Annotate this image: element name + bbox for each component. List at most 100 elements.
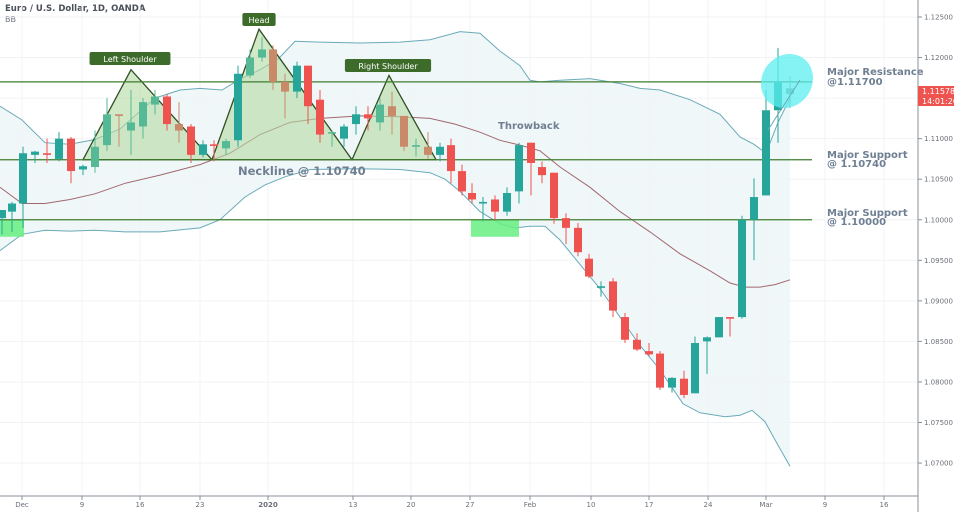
major-support-2-label-line1: Major Support — [827, 208, 908, 219]
candle — [550, 172, 558, 224]
time-tick-label: 20 — [407, 501, 416, 509]
candle — [515, 142, 523, 204]
candle — [468, 183, 476, 204]
time-tick-label: 16 — [136, 501, 145, 509]
candle — [400, 115, 408, 151]
time-tick-label: 9 — [80, 501, 84, 509]
candle — [163, 94, 171, 131]
time-tick-label: 24 — [704, 501, 713, 509]
time-tick-label: 9 — [823, 501, 827, 509]
candle — [328, 130, 336, 147]
candle — [538, 161, 546, 184]
last-price-value: 1.11578 — [922, 87, 954, 96]
candle — [340, 124, 348, 147]
svg-text:Head: Head — [249, 16, 270, 25]
candle — [527, 142, 535, 196]
candle — [609, 278, 617, 318]
price-axis[interactable]: 1.125001.120001.115001.110001.105001.100… — [918, 14, 953, 468]
candle — [258, 37, 266, 62]
candle — [79, 164, 87, 176]
right-shoulder-label: Right Shoulder — [344, 59, 432, 72]
time-tick-label: Mar — [759, 501, 772, 509]
candle — [0, 210, 6, 235]
candle — [436, 142, 444, 162]
throwback-label: Throwback — [498, 121, 560, 132]
indicator-label-bb[interactable]: BB — [5, 15, 16, 24]
pattern-labels: Left Shoulder Head Right Shoulder — [89, 13, 432, 72]
candle — [376, 98, 384, 131]
time-tick-label: 10 — [587, 501, 596, 509]
candle — [234, 65, 242, 147]
candle — [562, 213, 570, 245]
time-tick-label: 16 — [880, 501, 889, 509]
candle — [388, 91, 396, 135]
candle — [691, 336, 699, 394]
candle — [458, 164, 466, 196]
time-tick-label: Feb — [524, 501, 537, 509]
price-tick-label: 1.10500 — [924, 176, 953, 184]
svg-text:Right Shoulder: Right Shoulder — [358, 62, 418, 71]
major-resistance-label-line1: Major Resistance — [827, 67, 924, 78]
candle — [210, 140, 218, 162]
candle — [621, 313, 629, 344]
candle — [703, 336, 711, 374]
candle — [127, 89, 135, 155]
candle — [115, 114, 123, 147]
candle — [503, 187, 511, 216]
major-resistance-label-line2: @1.11700 — [827, 77, 883, 88]
candle — [412, 138, 420, 157]
horizontal-levels — [0, 81, 812, 221]
candle-countdown: 14:01:20 — [922, 97, 954, 106]
resistance-highlight-ellipse — [760, 53, 814, 131]
candle — [281, 73, 289, 119]
candle — [715, 317, 723, 338]
candle — [31, 150, 39, 163]
candle — [762, 89, 770, 196]
candle — [597, 281, 605, 297]
candle — [352, 106, 360, 135]
candle — [151, 89, 159, 115]
candle — [656, 351, 664, 391]
support-zone-throwback — [471, 219, 519, 237]
time-tick-label: Dec — [15, 501, 29, 509]
resistance-test-highlight — [760, 53, 814, 109]
candle — [479, 197, 487, 222]
candle — [750, 178, 758, 261]
candle — [187, 124, 195, 163]
price-tick-label: 1.07500 — [924, 419, 953, 427]
price-tick-label: 1.12000 — [924, 54, 953, 62]
candle — [316, 89, 324, 143]
price-tick-label: 1.10000 — [924, 216, 953, 224]
svg-text:Left Shoulder: Left Shoulder — [103, 55, 157, 64]
candle — [139, 98, 147, 139]
price-tick-label: 1.07000 — [924, 460, 953, 468]
price-tick-label: 1.11000 — [924, 135, 953, 143]
price-tick-label: 1.08000 — [924, 378, 953, 386]
candle — [585, 253, 593, 279]
candle — [633, 333, 641, 352]
price-tick-label: 1.09500 — [924, 257, 953, 265]
candlesticks — [0, 37, 794, 399]
candle — [246, 49, 254, 78]
last-price-tag: 1.11578 14:01:20 — [918, 86, 954, 106]
candle — [269, 45, 277, 90]
candle — [645, 343, 653, 356]
price-tick-label: 1.08500 — [924, 338, 953, 346]
time-tick-label: 13 — [349, 501, 358, 509]
time-axis[interactable]: Dec 9 16 23 2020 13 20 27 Feb 10 17 24 Mar 9 16 — [15, 496, 889, 509]
time-tick-label: 27 — [466, 501, 475, 509]
candle — [668, 377, 676, 393]
candle — [293, 61, 301, 99]
candle — [726, 317, 734, 337]
candle — [67, 137, 75, 184]
major-support-2-label-line2: @ 1.10000 — [827, 217, 886, 228]
time-tick-label: 2020 — [258, 501, 278, 509]
candle — [424, 132, 432, 159]
time-tick-label: 23 — [196, 501, 205, 509]
candle — [491, 195, 499, 220]
candle — [574, 222, 582, 257]
candle — [364, 106, 372, 131]
major-support-1-label-line1: Major Support — [827, 150, 908, 161]
candle — [103, 98, 111, 151]
